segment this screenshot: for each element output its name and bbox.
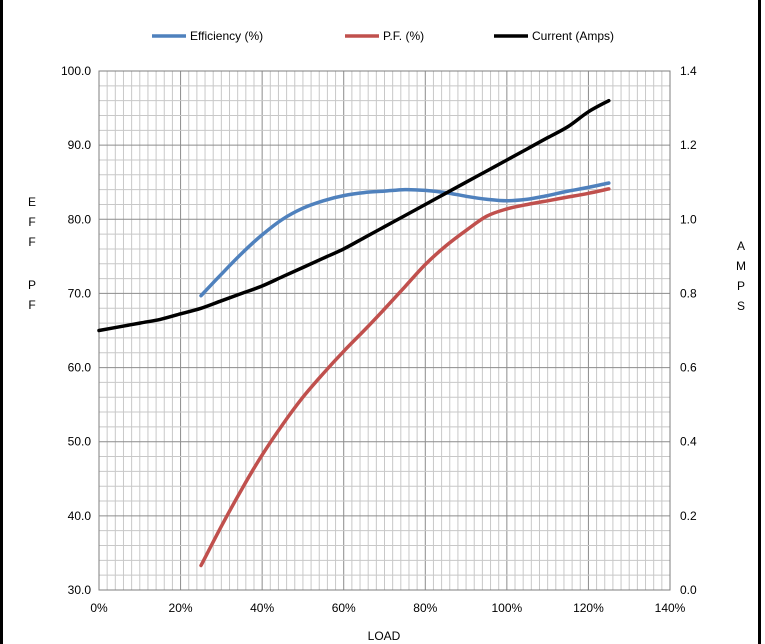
- x-tick-label: 40%: [250, 601, 274, 615]
- y-right-tick-label: 1.0: [680, 212, 697, 226]
- axis-label-letter: P: [737, 279, 745, 293]
- x-tick-label: 80%: [413, 601, 437, 615]
- x-tick-label: 60%: [332, 601, 356, 615]
- y-left-tick-label: 70.0: [68, 286, 92, 300]
- legend-label-p-f: P.F. (%): [383, 29, 424, 43]
- legend: Efficiency (%) P.F. (%) Current (Amps): [152, 29, 614, 43]
- axis-label-letter: F: [28, 215, 35, 229]
- series-lines: [97, 98, 611, 568]
- series-line-current-amps: [97, 98, 611, 333]
- legend-label-current-amps: Current (Amps): [532, 29, 614, 43]
- x-tick-label: 100%: [492, 601, 523, 615]
- y-right-tick-label: 0.2: [680, 509, 697, 523]
- tick-labels: 0% 20% 40% 60% 80% 100% 120% 140% 30.0 40.0 50.0 60…: [61, 64, 697, 615]
- y-right-tick-label: 0.8: [680, 286, 697, 300]
- y-left-tick-label: 100.0: [61, 64, 91, 78]
- y-left-tick-label: 80.0: [68, 212, 92, 226]
- y-left-tick-label: 40.0: [68, 509, 92, 523]
- y-right-tick-label: 0.6: [680, 361, 697, 375]
- axis-label-letter: A: [737, 239, 745, 253]
- y-right-tick-label: 1.4: [680, 64, 697, 78]
- axis-label-letter: F: [28, 235, 35, 249]
- y-left-tick-label: 50.0: [68, 435, 92, 449]
- y-left-tick-label: 90.0: [68, 138, 92, 152]
- x-tick-label: 0%: [90, 601, 108, 615]
- legend-label-efficiency: Efficiency (%): [190, 29, 263, 43]
- grid: [98, 70, 671, 591]
- series-line-p-f: [199, 187, 611, 568]
- y-right-tick-label: 1.2: [680, 138, 697, 152]
- axis-label-letter: M: [736, 259, 746, 273]
- x-tick-label: 20%: [169, 601, 193, 615]
- y-left-tick-label: 60.0: [68, 361, 92, 375]
- series-line-efficiency: [199, 181, 611, 298]
- axis-label-letter: S: [737, 299, 745, 313]
- y-left-tick-label: 30.0: [68, 583, 92, 597]
- x-tick-label: 120%: [573, 601, 604, 615]
- axis-label-letter: E: [28, 195, 36, 209]
- y-right-tick-label: 0.4: [680, 435, 697, 449]
- y-right-tick-label: 0.0: [680, 583, 697, 597]
- axis-label-letter: F: [28, 298, 35, 312]
- axis-label-letter: P: [28, 278, 36, 292]
- x-axis-label: LOAD: [368, 629, 401, 643]
- x-tick-label: 140%: [655, 601, 686, 615]
